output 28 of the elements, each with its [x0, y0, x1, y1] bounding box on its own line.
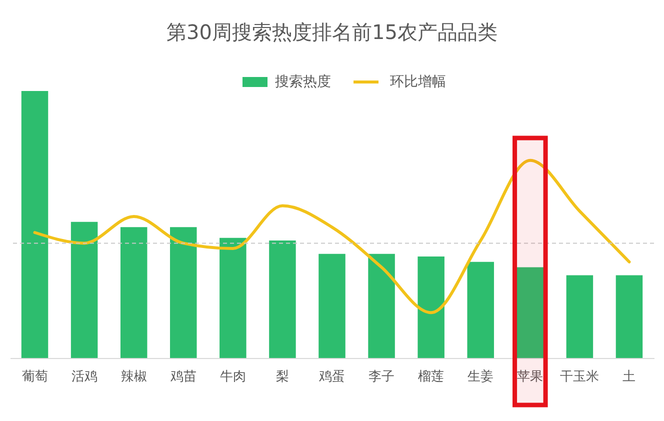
legend-label: 环比增幅 [390, 74, 446, 90]
bar [616, 275, 643, 358]
x-tick-label: 牛肉 [220, 370, 246, 384]
bar [467, 262, 494, 358]
x-tick-label: 苹果 [517, 370, 544, 384]
x-tick-label: 生姜 [468, 368, 494, 384]
bar [318, 254, 346, 358]
bar [21, 91, 48, 358]
x-tick-label: 梨 [276, 370, 289, 384]
x-tick-label: 李子 [368, 370, 395, 384]
bar [70, 222, 98, 358]
legend-label: 搜索热度 [275, 74, 331, 90]
x-tick-label: 干玉米 [560, 370, 600, 384]
x-tick-label: 辣椒 [120, 370, 147, 384]
x-tick-label: 鸡苗 [169, 370, 196, 384]
bar [170, 227, 197, 358]
bar [269, 240, 296, 358]
bar [418, 256, 444, 358]
bar [566, 275, 594, 358]
bar [368, 254, 395, 358]
x-tick-label: 鸡蛋 [318, 370, 345, 384]
bar [220, 238, 246, 358]
x-tick-label: 活鸡 [71, 370, 98, 384]
x-tick-label: 榴莲 [418, 370, 444, 384]
bar [120, 227, 148, 358]
chart-title: 第30周搜索热度排名前15农产品品类 [166, 20, 498, 44]
x-tick-label: 土 [622, 370, 636, 384]
x-tick-label: 葡萄 [22, 370, 48, 384]
